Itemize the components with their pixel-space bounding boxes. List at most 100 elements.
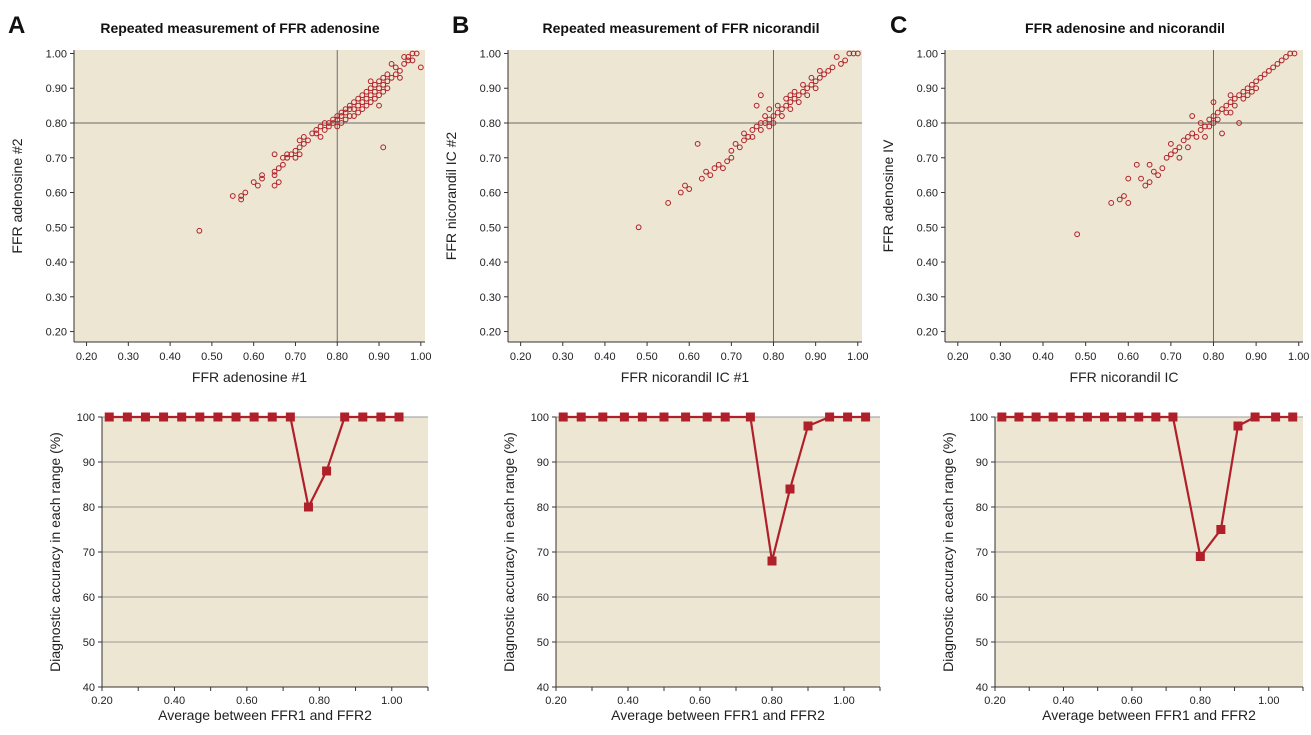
data-point xyxy=(1168,412,1178,422)
y-tick-label: 70 xyxy=(83,547,95,559)
data-point xyxy=(1100,412,1110,422)
data-point xyxy=(728,147,735,154)
data-point xyxy=(1189,113,1196,119)
data-point xyxy=(300,140,307,147)
data-point xyxy=(317,134,324,140)
y-tick-label: 0.70 xyxy=(917,153,938,165)
data-point xyxy=(384,78,391,85)
plot-area xyxy=(508,50,862,342)
data-point xyxy=(367,78,374,85)
panel-letter-c: C xyxy=(890,12,907,39)
data-point xyxy=(1172,147,1179,154)
data-point xyxy=(334,116,341,123)
data-point xyxy=(1266,67,1272,74)
y-tick-label: 0.50 xyxy=(480,222,501,234)
y-tick-label: 1.00 xyxy=(480,48,501,60)
data-point xyxy=(843,412,853,422)
y-tick-label: 0.70 xyxy=(46,153,67,165)
y-axis-label: FFR adenosine #2 xyxy=(9,138,25,253)
data-point xyxy=(1146,161,1153,168)
data-point xyxy=(808,81,815,88)
data-point xyxy=(1197,127,1204,133)
x-tick-label: 1.00 xyxy=(847,351,868,363)
data-point xyxy=(861,412,871,422)
data-point xyxy=(808,74,815,81)
data-point xyxy=(694,140,701,147)
data-point xyxy=(720,165,726,172)
plot-area xyxy=(945,50,1303,342)
y-tick-label: 60 xyxy=(976,592,988,604)
y-tick-label: 0.80 xyxy=(917,118,938,130)
data-point xyxy=(779,106,785,112)
data-point xyxy=(363,88,370,95)
x-axis-label: Average between FFR1 and FFR2 xyxy=(1042,707,1256,723)
x-tick-label: 0.60 xyxy=(243,351,264,363)
data-point xyxy=(1206,123,1213,130)
y-tick-label: 100 xyxy=(970,412,988,424)
data-point xyxy=(1121,193,1127,199)
panel-title-b: Repeated measurement of FFR nicorandil xyxy=(543,20,820,36)
data-point xyxy=(804,85,811,92)
data-point xyxy=(774,109,781,116)
data-point xyxy=(401,61,408,67)
data-point xyxy=(812,78,819,85)
data-point xyxy=(766,106,773,112)
panel-header-a: A Repeated measurement of FFR adenosine xyxy=(8,12,380,39)
x-axis-label: Average between FFR1 and FFR2 xyxy=(158,707,372,723)
x-axis-label: FFR adenosine #1 xyxy=(192,369,307,385)
data-point xyxy=(275,179,282,185)
scatter-plot-b: 0.20 0.30 0.40 0.50 0.60 0.70 0.80 0.90 1.00 0.20… xyxy=(443,48,868,385)
data-point xyxy=(745,134,752,140)
data-point xyxy=(300,134,307,140)
data-point xyxy=(359,92,366,99)
data-point xyxy=(997,412,1007,422)
data-point xyxy=(1210,99,1217,106)
x-tick-label: 0.30 xyxy=(118,351,139,363)
data-point xyxy=(1257,74,1264,81)
y-tick-label: 0.70 xyxy=(480,153,501,165)
y-tick-label: 80 xyxy=(976,502,988,514)
y-tick-label: 0.20 xyxy=(917,327,938,339)
data-point xyxy=(309,130,316,137)
data-point xyxy=(1117,412,1127,422)
data-point xyxy=(1214,116,1221,123)
data-point xyxy=(322,466,332,476)
y-tick-label: 90 xyxy=(537,457,549,469)
data-point xyxy=(303,502,313,512)
y-tick-label: 0.60 xyxy=(917,188,938,200)
data-point xyxy=(736,144,743,151)
data-point xyxy=(1288,412,1298,422)
data-point xyxy=(749,134,756,140)
y-axis-label: Diagnostic accuracy in each range (%) xyxy=(940,432,956,672)
x-axis-label: Average between FFR1 and FFR2 xyxy=(611,707,825,723)
data-point xyxy=(1233,421,1243,431)
data-point xyxy=(259,175,265,182)
data-point xyxy=(767,556,777,566)
data-point xyxy=(338,120,345,126)
y-tick-label: 0.20 xyxy=(46,327,67,339)
x-tick-label: 1.00 xyxy=(410,351,431,363)
x-tick-label: 0.20 xyxy=(984,695,1005,707)
data-point xyxy=(271,182,278,189)
x-tick-label: 0.40 xyxy=(617,695,638,707)
data-point xyxy=(1197,120,1204,126)
data-point xyxy=(787,106,794,112)
y-tick-label: 1.00 xyxy=(46,48,67,60)
data-point xyxy=(371,88,378,95)
scatter-plot-c: 0.20 0.30 0.40 0.50 0.60 0.70 0.80 0.90 1.00 0.20… xyxy=(880,48,1309,385)
data-point xyxy=(275,165,282,172)
data-point xyxy=(1193,134,1200,140)
data-point xyxy=(238,196,245,203)
data-point xyxy=(1125,200,1132,206)
data-point xyxy=(665,200,672,206)
data-point xyxy=(766,116,773,123)
data-point xyxy=(1248,81,1255,88)
data-point xyxy=(376,412,386,422)
data-point xyxy=(682,182,688,189)
data-point xyxy=(703,168,709,175)
y-axis-label: FFR adenosine IV xyxy=(880,139,896,252)
x-tick-label: 0.30 xyxy=(552,351,573,363)
data-point xyxy=(770,120,777,126)
data-point xyxy=(280,154,286,161)
data-point xyxy=(1133,161,1140,168)
